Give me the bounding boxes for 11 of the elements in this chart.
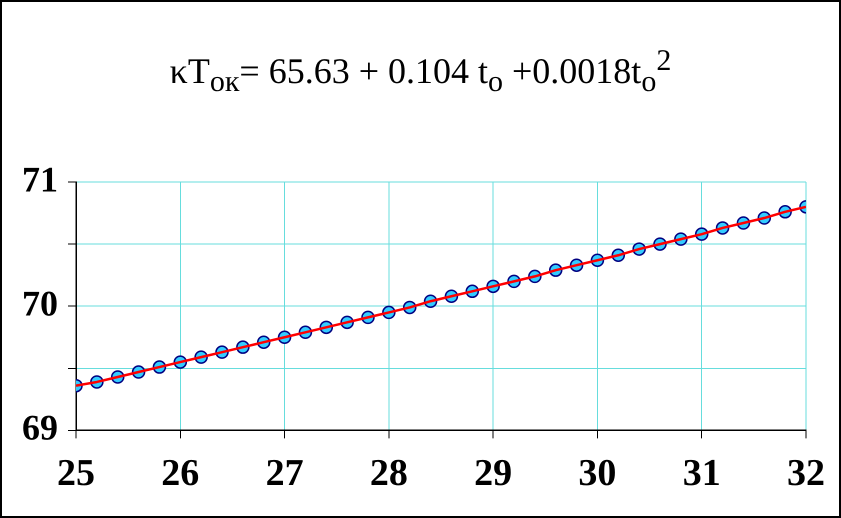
x-tick-label: 30	[578, 452, 616, 494]
x-tick-label: 25	[57, 452, 95, 494]
y-tick-label: 70	[22, 283, 58, 324]
x-tick-label: 28	[370, 452, 408, 494]
x-tick-label: 31	[682, 452, 721, 494]
x-tick-label: 29	[474, 452, 512, 494]
x-tick-label: 26	[161, 452, 200, 494]
y-tick-label: 69	[22, 408, 58, 448]
x-tick-label: 27	[266, 452, 304, 494]
x-tick-label: 32	[787, 452, 825, 494]
y-tick-label: 71	[22, 159, 58, 200]
